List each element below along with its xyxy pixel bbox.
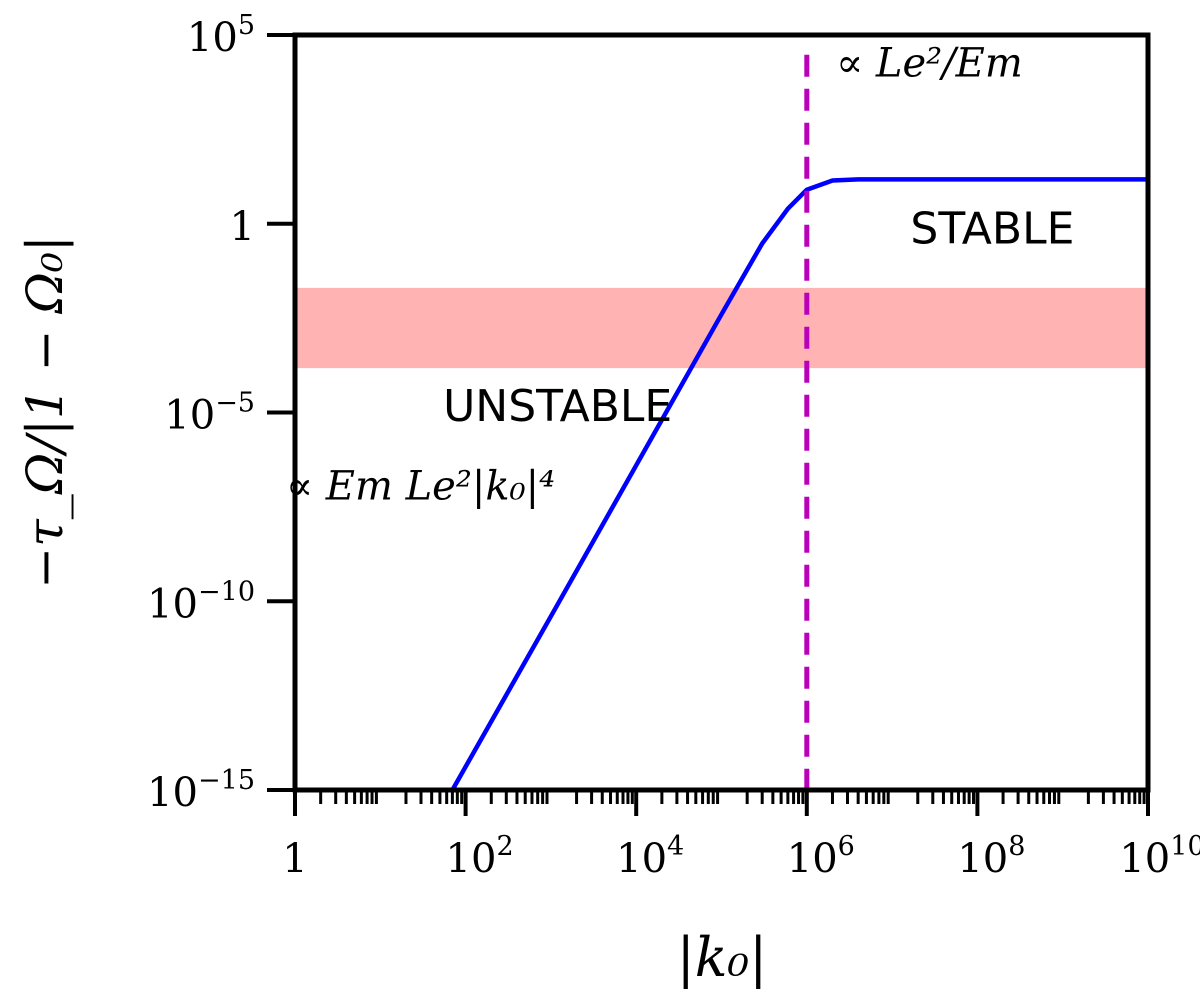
x-tick-labels: 1 102 104 106 108 1010	[282, 831, 1200, 882]
x-tick-label: 1	[282, 836, 307, 882]
stability-band	[295, 287, 1148, 369]
x-tick-label: 106	[787, 831, 855, 882]
y-tick-label: 10−10	[147, 576, 255, 627]
unstable-scaling-annotation: ∝ Em Le²|k₀|⁴	[286, 463, 555, 509]
y-tick-label: 10−5	[164, 388, 255, 439]
x-axis-label: |k₀|	[677, 926, 768, 989]
stability-band-layer	[295, 287, 1148, 369]
x-tick-label: 104	[616, 831, 684, 882]
stable-scaling-annotation: ∝ Le²/Em	[836, 40, 1023, 86]
y-axis-label: −τ_Ω/|1 − Ω₀|	[16, 235, 74, 589]
stable-label: STABLE	[910, 203, 1074, 254]
series-layer	[450, 54, 1148, 792]
x-tick-label: 108	[957, 831, 1025, 882]
x-tick-label: 1010	[1119, 831, 1200, 882]
y-tick-label: 105	[187, 10, 255, 61]
unstable-label: UNSTABLE	[443, 381, 672, 432]
major-ticks	[267, 33, 1150, 816]
plot-frame	[292, 32, 1151, 793]
x-tick-label: 102	[446, 831, 514, 882]
annotations: STABLE UNSTABLE ∝ Em Le²|k₀|⁴ ∝ Le²/Em	[286, 40, 1074, 509]
y-tick-label: 1	[230, 204, 255, 250]
series-line	[450, 177, 1148, 792]
y-tick-label: 10−15	[147, 765, 255, 816]
y-tick-labels: 10−15 10−10 10−5 1 105	[147, 10, 255, 816]
